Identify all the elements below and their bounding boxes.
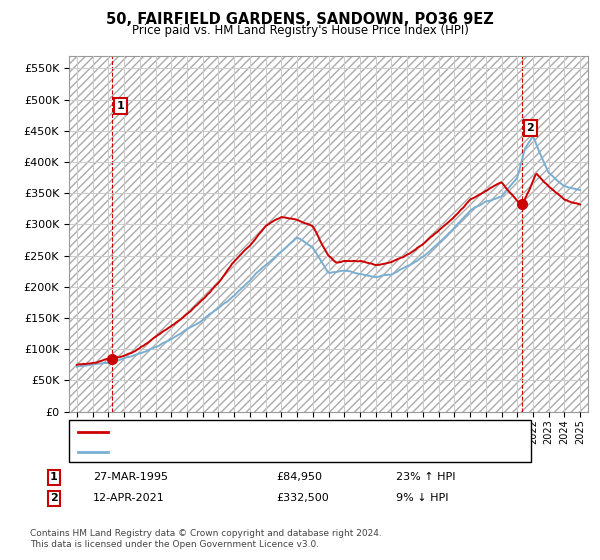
Text: 50, FAIRFIELD GARDENS, SANDOWN, PO36 9EZ: 50, FAIRFIELD GARDENS, SANDOWN, PO36 9EZ bbox=[106, 12, 494, 27]
Text: £84,950: £84,950 bbox=[276, 472, 322, 482]
Text: 27-MAR-1995: 27-MAR-1995 bbox=[93, 472, 168, 482]
Text: 23% ↑ HPI: 23% ↑ HPI bbox=[396, 472, 455, 482]
Text: Contains HM Land Registry data © Crown copyright and database right 2024.
This d: Contains HM Land Registry data © Crown c… bbox=[30, 529, 382, 549]
Text: 2: 2 bbox=[526, 123, 534, 133]
Text: HPI: Average price, detached house, Isle of Wight: HPI: Average price, detached house, Isle… bbox=[114, 447, 372, 457]
Text: Price paid vs. HM Land Registry's House Price Index (HPI): Price paid vs. HM Land Registry's House … bbox=[131, 24, 469, 36]
Text: 1: 1 bbox=[50, 472, 58, 482]
Text: 50, FAIRFIELD GARDENS, SANDOWN, PO36 9EZ (detached house): 50, FAIRFIELD GARDENS, SANDOWN, PO36 9EZ… bbox=[114, 427, 455, 437]
Text: 2: 2 bbox=[50, 493, 58, 503]
Text: 12-APR-2021: 12-APR-2021 bbox=[93, 493, 165, 503]
Text: 1: 1 bbox=[116, 101, 124, 111]
Text: £332,500: £332,500 bbox=[276, 493, 329, 503]
Text: 9% ↓ HPI: 9% ↓ HPI bbox=[396, 493, 449, 503]
